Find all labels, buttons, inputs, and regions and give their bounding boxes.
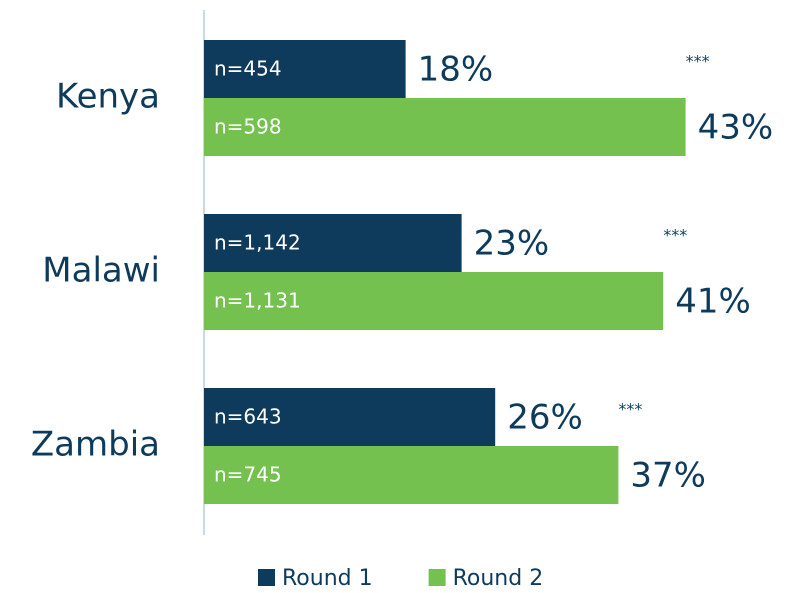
value-label: 43% — [698, 108, 774, 148]
value-label: 41% — [675, 282, 751, 322]
bar — [204, 446, 619, 504]
sample-size-label: n=454 — [214, 57, 282, 81]
bar — [204, 272, 664, 330]
category-label: Kenya — [56, 77, 160, 117]
sample-size-label: n=643 — [214, 405, 282, 429]
bar — [204, 40, 406, 98]
value-label: 37% — [630, 456, 706, 496]
significance-label: *** — [686, 52, 710, 71]
category-label: Malawi — [42, 251, 160, 291]
legend-swatch — [258, 569, 275, 586]
value-label: 23% — [474, 224, 550, 264]
bar — [204, 98, 686, 156]
bar — [204, 214, 462, 272]
legend-label: Round 1 — [282, 566, 373, 591]
category-label: Zambia — [31, 425, 160, 465]
sample-size-label: n=598 — [214, 115, 282, 139]
value-label: 26% — [507, 398, 583, 438]
legend-swatch — [428, 569, 446, 586]
bar — [204, 388, 496, 446]
sample-size-label: n=1,142 — [214, 231, 301, 255]
sample-size-label: n=745 — [214, 463, 282, 487]
significance-label: *** — [663, 226, 687, 245]
significance-label: *** — [618, 400, 642, 419]
legend-label: Round 2 — [453, 566, 544, 591]
sample-size-label: n=1,131 — [214, 289, 301, 313]
value-label: 18% — [418, 50, 494, 90]
